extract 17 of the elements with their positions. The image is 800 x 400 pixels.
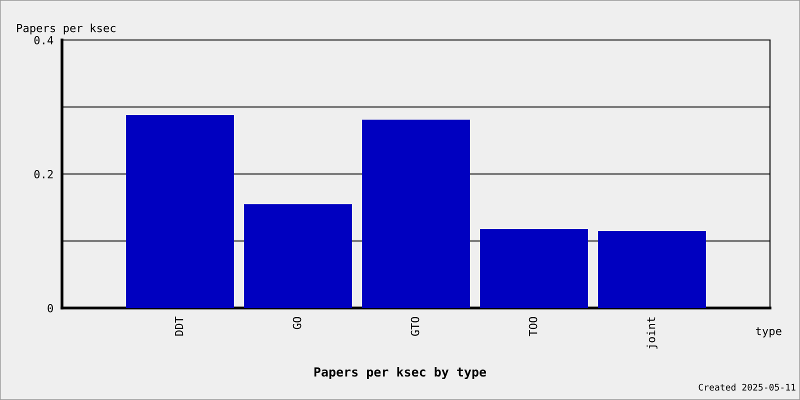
y-tick-label: 0.2	[34, 170, 53, 178]
x-tick-label: TOO	[528, 316, 538, 336]
bar	[598, 230, 706, 308]
bar	[480, 228, 588, 308]
x-tick-label: joint	[646, 317, 658, 349]
text: Created 2025-05-11	[698, 384, 796, 391]
y-tick-label: 0	[48, 304, 53, 312]
x-tick-label: GO	[292, 316, 302, 330]
y-tick-label: 0.4	[34, 36, 54, 44]
bar	[362, 120, 470, 308]
x-tick-label: GTO	[410, 316, 420, 336]
bar	[244, 204, 352, 308]
x-tick-label: DDT	[174, 316, 184, 336]
y-axis-title: Papers per ksec	[17, 24, 116, 34]
x-axis-title: type	[756, 327, 782, 338]
text: Papers per ksec by type	[314, 366, 486, 380]
bar	[126, 115, 234, 308]
